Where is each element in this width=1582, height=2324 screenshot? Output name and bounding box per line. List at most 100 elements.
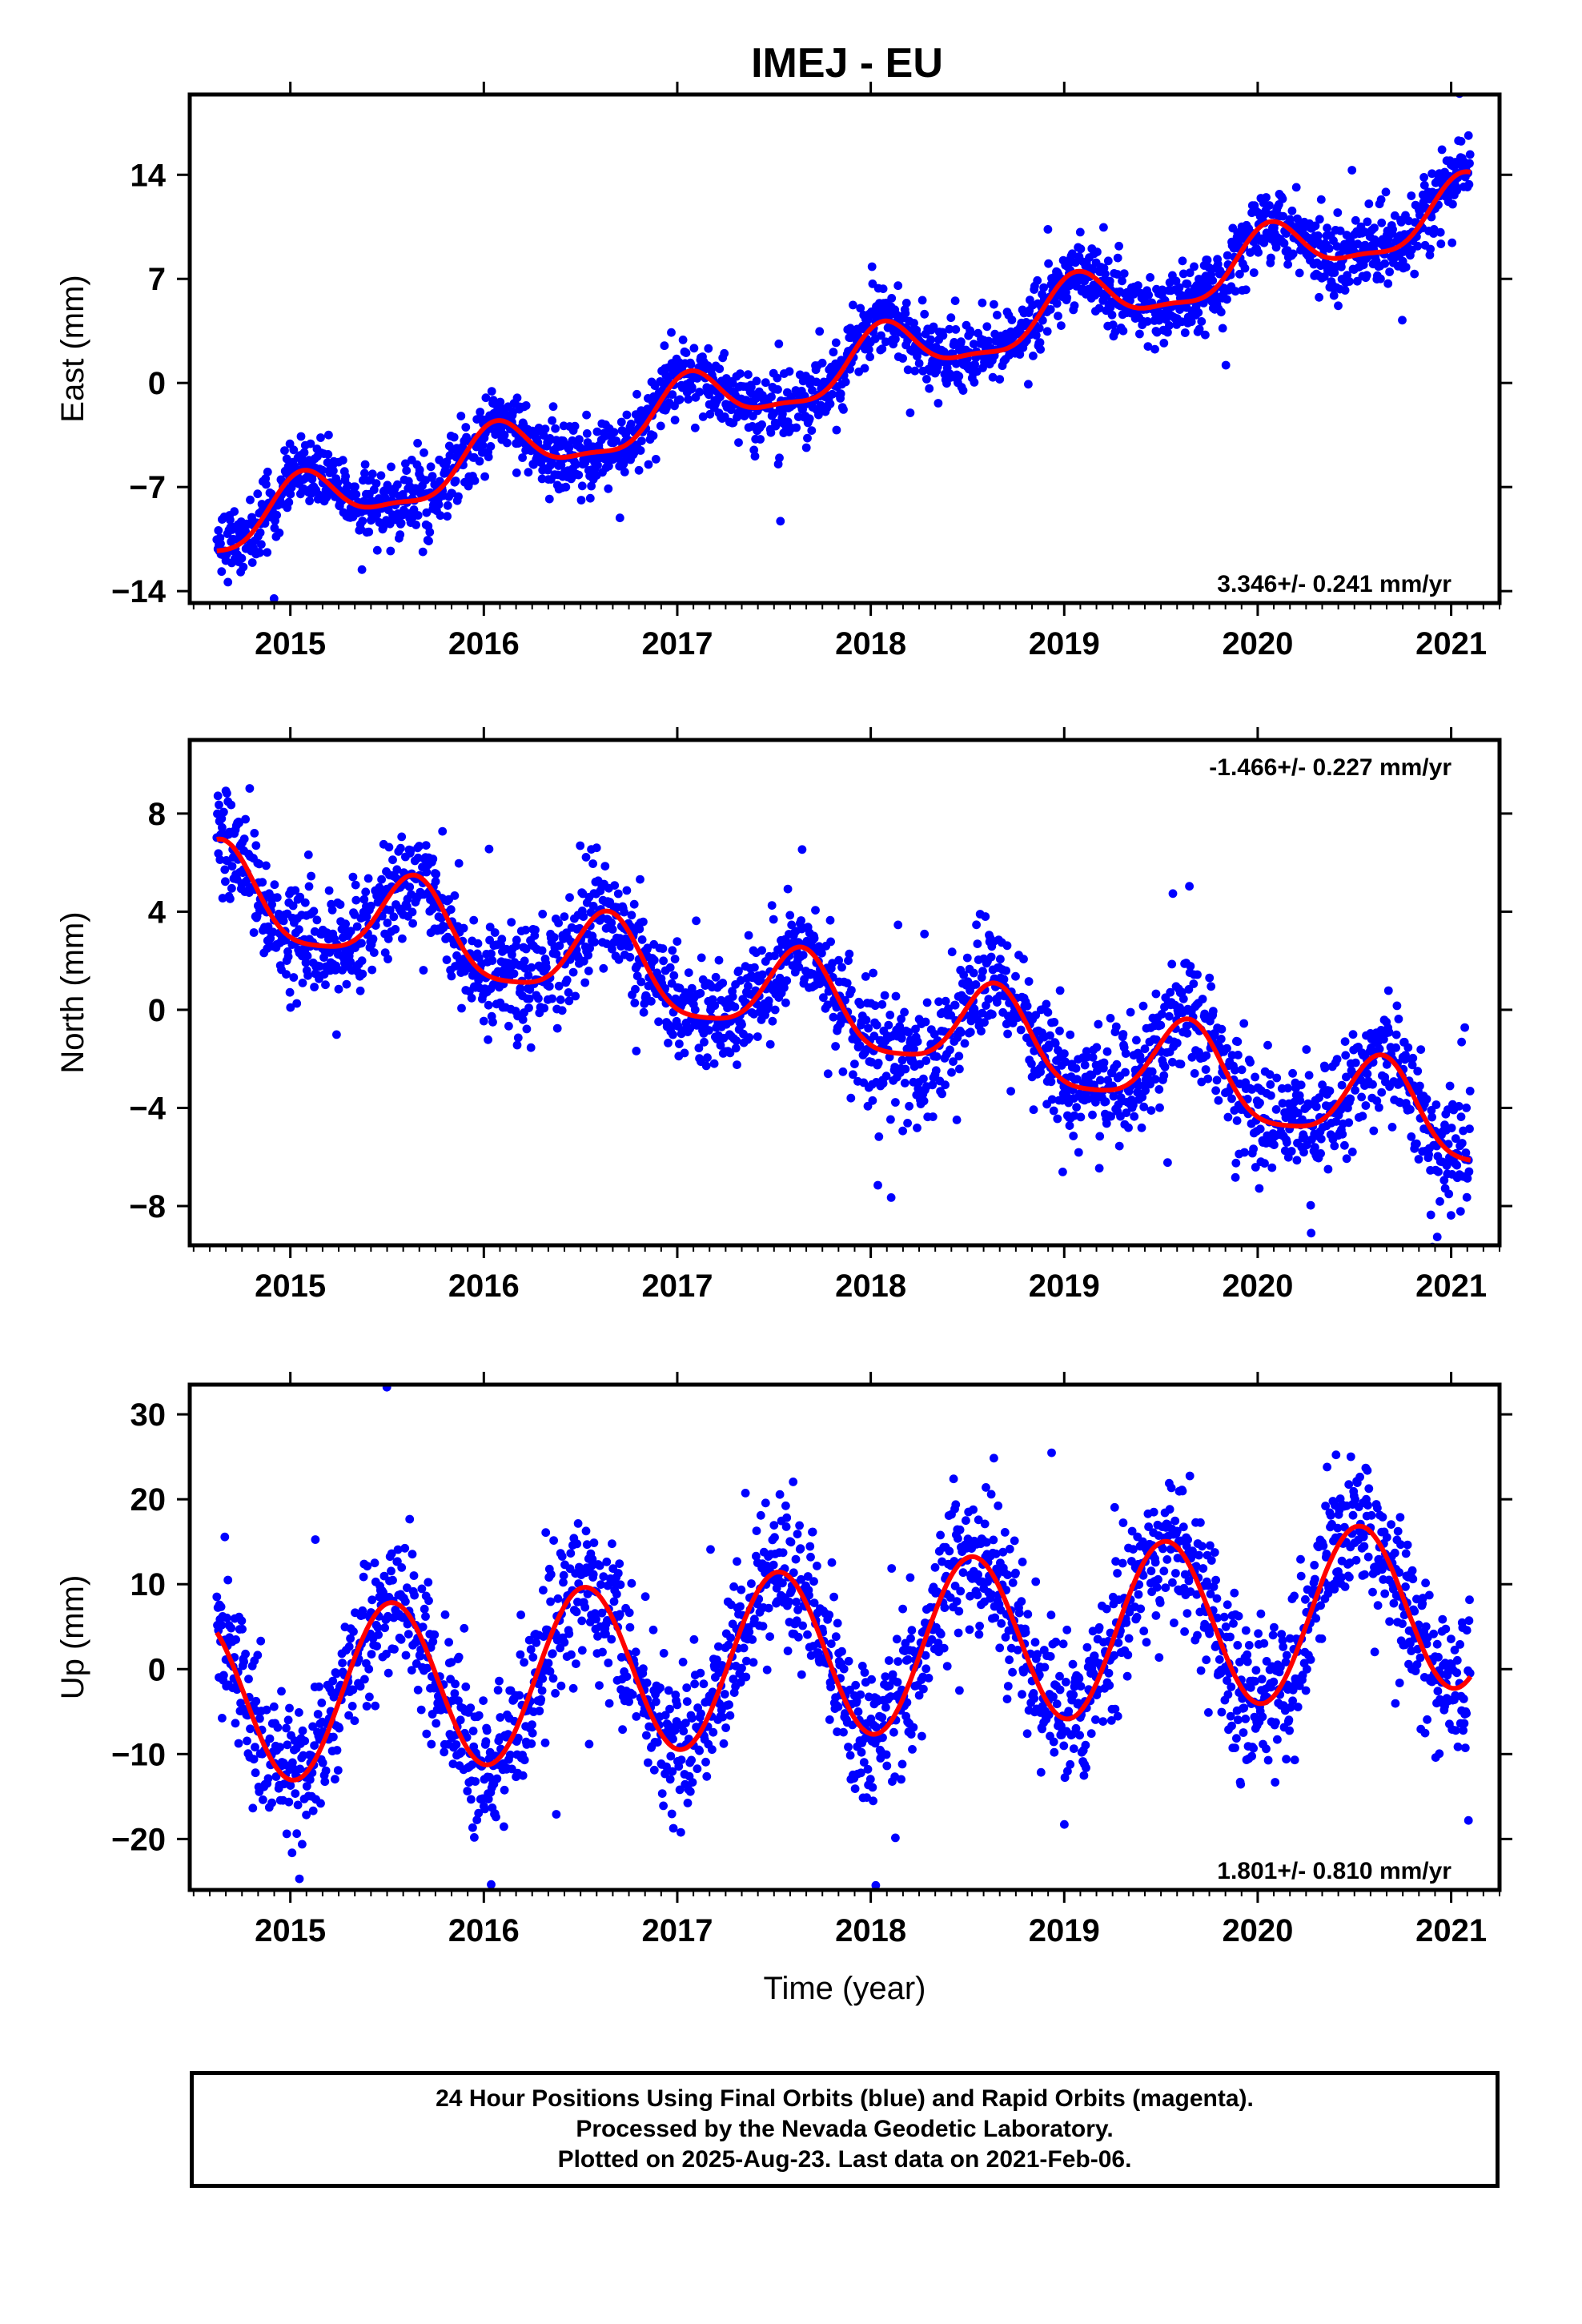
up-point <box>484 1795 493 1803</box>
east-point <box>1313 231 1323 240</box>
north-point <box>389 912 399 922</box>
north-point <box>1217 1024 1227 1034</box>
north-point <box>1065 1121 1074 1130</box>
north-point <box>817 948 826 958</box>
north-point <box>1391 1043 1400 1052</box>
east-point <box>1103 256 1113 266</box>
north-point <box>1407 1060 1417 1070</box>
east-point <box>909 319 918 328</box>
north-point <box>1255 1098 1264 1108</box>
up-point <box>255 1714 264 1723</box>
north-point <box>520 963 530 973</box>
north-point <box>934 997 943 1007</box>
east-point <box>1182 279 1192 288</box>
east-point <box>1213 259 1223 269</box>
north-point <box>897 1014 905 1023</box>
north-point <box>473 939 483 948</box>
east-point <box>1351 215 1360 225</box>
north-point <box>1189 979 1199 988</box>
north-point <box>932 1052 942 1061</box>
east-point <box>425 528 435 537</box>
north-point <box>1139 1102 1149 1112</box>
north-point <box>1088 1110 1097 1120</box>
north-point <box>838 1067 848 1076</box>
east-point <box>428 472 437 480</box>
north-point <box>919 1096 929 1106</box>
north-point <box>341 919 350 929</box>
north-point <box>1330 1141 1339 1151</box>
east-point <box>1278 194 1287 203</box>
east-point <box>413 511 423 520</box>
east-point <box>660 341 669 351</box>
east-point <box>1199 299 1208 308</box>
north-point <box>714 955 724 965</box>
north-point <box>562 975 572 985</box>
up-point <box>271 1772 281 1781</box>
east-point <box>744 370 753 380</box>
east-point <box>512 393 522 403</box>
east-point <box>418 547 428 557</box>
north-point <box>332 1030 341 1039</box>
east-point <box>756 435 765 444</box>
north-point <box>913 1124 921 1132</box>
east-point <box>637 436 646 445</box>
north-point <box>1447 1211 1456 1220</box>
north-point <box>315 962 324 971</box>
east-point <box>548 402 558 412</box>
north-point <box>610 881 620 890</box>
east-point <box>412 521 420 529</box>
north-point <box>869 968 877 978</box>
north-point <box>451 962 460 971</box>
north-point <box>881 1072 891 1081</box>
north-point <box>568 967 578 977</box>
north-point <box>996 955 1005 964</box>
north-point <box>1114 1141 1124 1151</box>
north-point <box>408 907 417 917</box>
east-point <box>1362 271 1371 280</box>
east-point <box>1347 166 1357 175</box>
north-y-tick-label: 8 <box>148 797 166 832</box>
north-point <box>625 952 635 962</box>
north-point <box>1465 1087 1475 1096</box>
north-point <box>1340 1037 1350 1046</box>
north-point <box>768 1016 777 1026</box>
north-point <box>227 730 235 738</box>
north-point <box>1280 1146 1290 1156</box>
north-point <box>1462 1192 1472 1202</box>
north-point <box>1287 1147 1296 1156</box>
east-point <box>280 446 289 455</box>
north-point <box>1288 1068 1297 1078</box>
east-point <box>1271 243 1281 252</box>
up-point <box>474 1808 484 1818</box>
east-point <box>686 360 696 369</box>
up-point <box>393 1545 403 1554</box>
north-point <box>363 874 373 883</box>
north-point <box>873 1059 883 1068</box>
north-point <box>1434 1167 1443 1176</box>
east-point <box>540 424 550 433</box>
north-point <box>684 968 693 977</box>
north-point <box>1447 1124 1456 1132</box>
north-point <box>1227 1094 1236 1104</box>
north-point <box>971 980 981 989</box>
north-point <box>304 882 314 891</box>
north-point <box>1267 1163 1277 1172</box>
north-point <box>905 1101 913 1111</box>
north-point <box>1198 995 1207 1003</box>
east-point <box>978 298 987 308</box>
east-point <box>767 392 776 401</box>
up-point <box>344 1642 354 1651</box>
north-point <box>1348 1030 1358 1039</box>
north-point <box>850 1059 859 1068</box>
north-point <box>1282 1138 1291 1147</box>
north-point <box>221 877 230 887</box>
east-point <box>864 345 873 354</box>
north-y-tick-label: −4 <box>129 1091 166 1126</box>
east-point <box>1146 273 1154 282</box>
east-point <box>651 455 661 464</box>
up-point <box>404 1630 413 1638</box>
north-point <box>849 1070 857 1080</box>
north-point <box>1011 971 1020 981</box>
east-point <box>500 430 509 440</box>
north-point <box>258 878 267 887</box>
